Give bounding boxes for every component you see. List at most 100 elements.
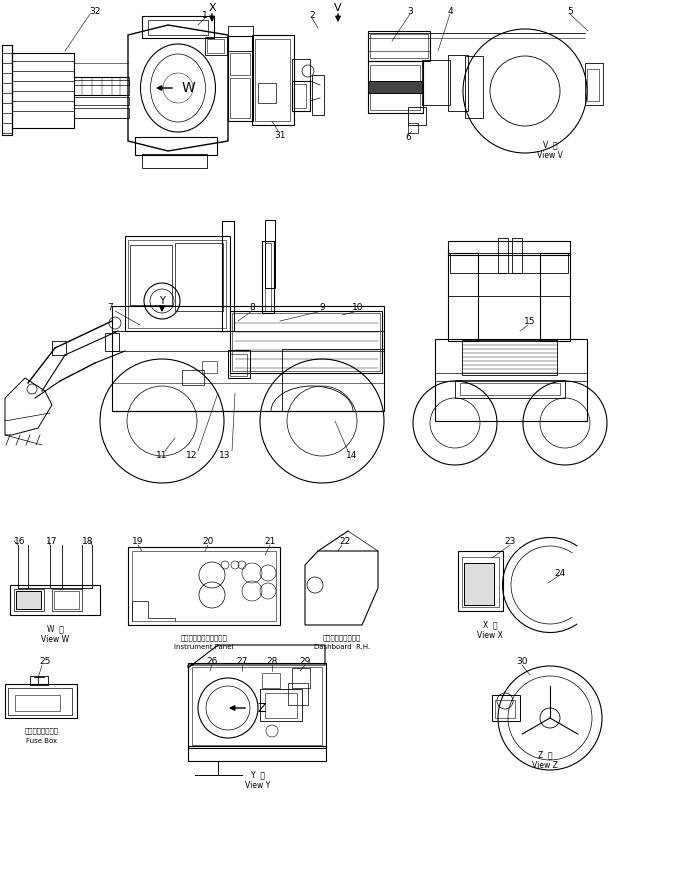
Bar: [255, 39, 290, 121]
Bar: [448, 296, 570, 341]
Bar: [288, 683, 308, 705]
Bar: [148, 20, 208, 35]
Bar: [30, 676, 48, 685]
Bar: [294, 84, 306, 108]
Bar: [368, 61, 423, 113]
Text: Z: Z: [258, 702, 267, 714]
Bar: [435, 339, 587, 421]
Bar: [265, 693, 297, 718]
Bar: [228, 36, 253, 121]
Bar: [448, 241, 570, 255]
Bar: [495, 700, 515, 718]
Text: 23: 23: [505, 537, 516, 546]
Bar: [207, 39, 224, 53]
Bar: [262, 673, 280, 688]
Bar: [422, 60, 450, 105]
Bar: [450, 253, 568, 273]
Text: 30: 30: [516, 656, 528, 665]
Bar: [587, 69, 599, 101]
Bar: [230, 78, 250, 118]
Text: 4: 4: [448, 6, 453, 15]
Text: 28: 28: [267, 656, 278, 665]
Text: ダッシュボード右側: ダッシュボード右側: [323, 635, 361, 641]
Text: 18: 18: [82, 537, 94, 546]
Bar: [292, 59, 310, 81]
Text: 25: 25: [39, 656, 51, 665]
Bar: [188, 663, 326, 748]
Bar: [498, 238, 508, 273]
Text: インスツルメントパネル: インスツルメントパネル: [181, 635, 228, 641]
Text: Y  視: Y 視: [251, 771, 265, 780]
Text: Fuse Box: Fuse Box: [26, 738, 58, 744]
Text: View X: View X: [477, 630, 503, 639]
Bar: [54, 591, 79, 609]
Bar: [262, 241, 274, 313]
Bar: [222, 221, 234, 331]
Bar: [230, 53, 250, 75]
Bar: [282, 349, 384, 411]
Bar: [512, 238, 522, 273]
Text: 9: 9: [319, 304, 325, 313]
Text: 6: 6: [405, 133, 411, 143]
Bar: [462, 340, 557, 375]
Text: 2: 2: [309, 11, 315, 20]
Text: 26: 26: [206, 656, 218, 665]
Bar: [132, 551, 276, 621]
Bar: [230, 354, 247, 376]
Text: 22: 22: [340, 537, 351, 546]
Bar: [252, 35, 294, 125]
Bar: [228, 26, 253, 51]
Bar: [10, 585, 100, 615]
Text: 20: 20: [203, 537, 214, 546]
Text: 29: 29: [299, 656, 310, 665]
Text: 27: 27: [237, 656, 248, 665]
Bar: [135, 137, 217, 155]
Bar: [370, 65, 420, 110]
Text: 8: 8: [249, 304, 255, 313]
Bar: [258, 83, 276, 103]
Text: V  視: V 視: [543, 140, 557, 149]
Text: 1: 1: [202, 11, 208, 20]
Bar: [265, 243, 271, 311]
Text: 31: 31: [274, 130, 286, 139]
Bar: [458, 551, 503, 611]
Bar: [2, 45, 12, 135]
Bar: [232, 313, 380, 371]
Text: W  視: W 視: [47, 624, 63, 633]
Bar: [260, 689, 302, 721]
Text: V: V: [334, 3, 342, 13]
Bar: [74, 97, 129, 105]
Bar: [128, 547, 280, 625]
Bar: [112, 306, 384, 411]
Text: 7: 7: [107, 304, 113, 313]
Bar: [52, 341, 66, 355]
Bar: [460, 383, 560, 395]
Bar: [74, 80, 129, 95]
Text: 5: 5: [567, 6, 573, 15]
Bar: [74, 108, 129, 118]
Bar: [370, 34, 428, 58]
Bar: [125, 236, 230, 331]
Bar: [192, 667, 322, 745]
Text: 24: 24: [555, 569, 566, 578]
Bar: [408, 123, 418, 133]
Bar: [230, 311, 382, 373]
Bar: [142, 16, 214, 38]
Bar: [455, 380, 565, 398]
Bar: [202, 361, 217, 373]
Text: View W: View W: [41, 635, 69, 644]
Text: Dashboard  R.H.: Dashboard R.H.: [314, 644, 370, 650]
Bar: [142, 154, 207, 168]
Text: Y: Y: [159, 296, 165, 306]
Text: W: W: [181, 81, 195, 95]
Text: View Z: View Z: [532, 761, 558, 770]
Bar: [292, 668, 310, 688]
Bar: [448, 253, 478, 341]
Bar: [435, 373, 587, 381]
Bar: [182, 370, 204, 385]
Bar: [265, 220, 275, 288]
Bar: [5, 684, 77, 718]
Bar: [15, 695, 60, 711]
Text: 16: 16: [14, 537, 26, 546]
Text: Instrument Panel: Instrument Panel: [174, 644, 234, 650]
